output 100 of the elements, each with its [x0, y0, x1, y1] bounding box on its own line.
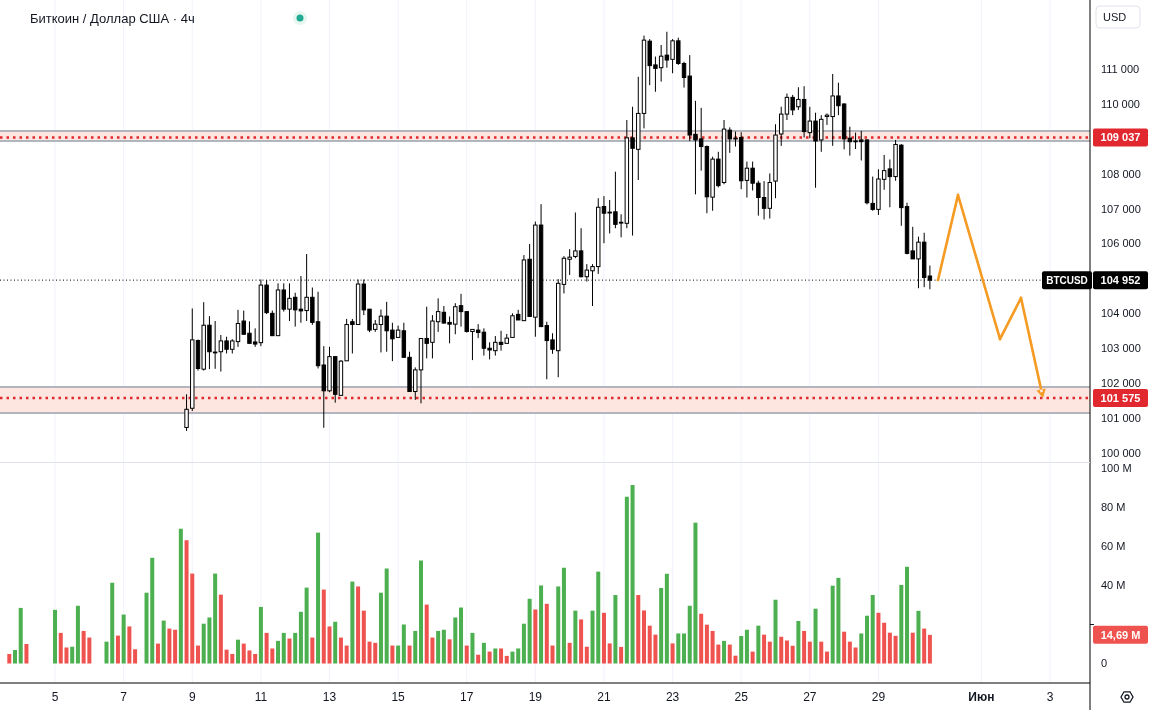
bar [533, 609, 538, 664]
bar [796, 620, 801, 664]
x-tick-label: 13 [322, 690, 337, 704]
y-tick-label: 106 000 [1101, 237, 1141, 250]
bar [236, 639, 241, 664]
bar [155, 643, 160, 664]
bar [682, 633, 687, 664]
y-tick-label: 104 000 [1101, 307, 1141, 320]
bar [773, 599, 778, 664]
bar [927, 634, 932, 664]
bar [910, 632, 915, 664]
bar [853, 647, 858, 664]
bar [859, 633, 864, 664]
bar [293, 632, 298, 664]
bar [876, 612, 881, 664]
bar [619, 646, 624, 664]
bar [401, 624, 406, 664]
bar [613, 595, 618, 664]
bar [356, 586, 361, 664]
bar [750, 651, 755, 664]
x-tick-label: 5 [51, 690, 59, 704]
bar [453, 617, 458, 664]
bar [744, 629, 749, 664]
bar [327, 626, 332, 664]
bar [384, 568, 389, 664]
bar [544, 603, 549, 664]
candlestick [184, 393, 189, 432]
bar [178, 528, 183, 664]
bar [584, 646, 589, 664]
y-tick-label: 0 [1101, 657, 1108, 670]
bar [893, 635, 898, 664]
bar [607, 643, 612, 664]
bar [321, 589, 326, 664]
x-tick-label: 27 [803, 690, 817, 704]
bar [641, 610, 646, 664]
ref-line-label: 109 037 [1100, 131, 1141, 144]
bar [390, 645, 395, 664]
text: USD [1103, 10, 1127, 23]
bar [539, 585, 544, 664]
bar [487, 651, 492, 664]
bar [579, 619, 584, 664]
bar [287, 638, 292, 664]
bar [722, 640, 727, 664]
bar [413, 630, 418, 664]
bar [470, 632, 475, 664]
bar [195, 645, 200, 664]
y-tick-label: 110 000 [1101, 97, 1140, 110]
bar [310, 637, 315, 664]
y-tick-label: 102 000 [1101, 376, 1141, 389]
bar [167, 628, 172, 664]
bar [350, 581, 355, 664]
bar [601, 612, 606, 664]
bar [573, 610, 578, 664]
bar [842, 631, 847, 664]
bar [779, 636, 784, 664]
y-tick-label: 103 000 [1101, 342, 1141, 355]
bar [173, 629, 178, 664]
x-tick-label: 17 [460, 690, 474, 704]
bar [521, 623, 526, 664]
bar [922, 628, 927, 664]
bar [493, 648, 498, 664]
bar [481, 642, 486, 664]
x-tick-label: 21 [597, 690, 611, 704]
y-tick-label: 101 000 [1101, 411, 1141, 424]
bar [447, 639, 452, 664]
x-tick-label: 29 [871, 690, 886, 704]
bar [298, 611, 303, 664]
bar [333, 621, 338, 664]
bar [756, 625, 761, 664]
bar [676, 633, 681, 664]
y-tick-label: 111 000 [1101, 62, 1140, 75]
x-tick-label: 7 [120, 690, 128, 704]
bar [464, 645, 469, 664]
y-tick-label: 108 000 [1101, 167, 1141, 180]
bar [516, 648, 521, 664]
bar [847, 641, 852, 664]
x-tick-label: 15 [391, 690, 406, 704]
bar [567, 642, 572, 664]
y-tick-label: 100 000 [1101, 446, 1141, 459]
bar [739, 636, 744, 664]
bar [459, 607, 464, 664]
bar [659, 588, 664, 664]
y-tick-label: 80 M [1101, 501, 1126, 514]
bar [784, 640, 789, 664]
bar [258, 606, 263, 664]
bar [664, 573, 669, 664]
bar [916, 610, 921, 664]
bar [807, 641, 812, 664]
bar [887, 632, 892, 664]
bar [762, 634, 767, 664]
annotation: BTCUSD [1046, 274, 1088, 286]
bar [899, 584, 904, 664]
bar [418, 560, 423, 664]
bar [510, 651, 515, 664]
x-tick-label: 19 [528, 690, 543, 704]
x-tick-label: Июн [968, 690, 995, 704]
bar [813, 608, 818, 664]
bar [218, 594, 223, 664]
bar [476, 654, 481, 664]
bar [396, 645, 401, 664]
